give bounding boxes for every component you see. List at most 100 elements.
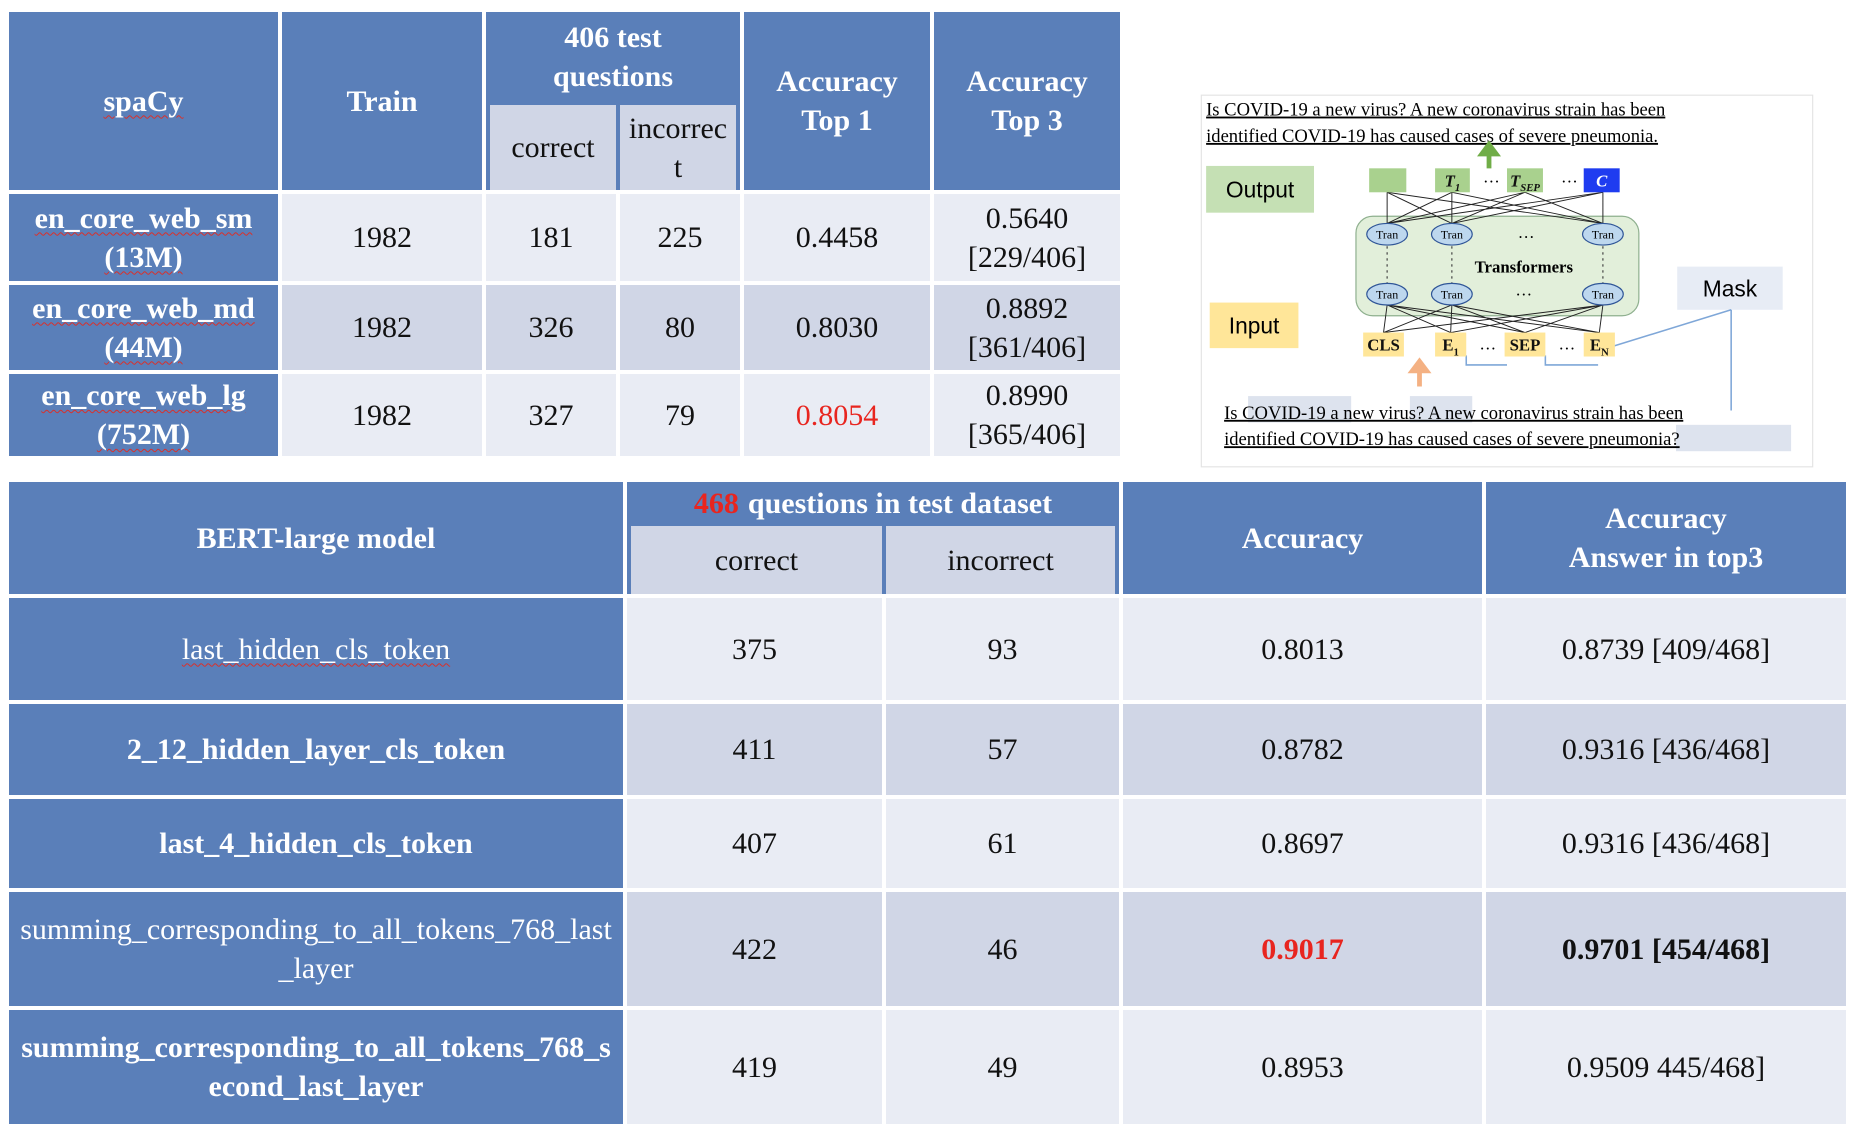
ellipsis: … [1483, 168, 1500, 187]
table-cell: 225 [620, 194, 740, 281]
cell-text: 1982 [352, 311, 412, 344]
cell-text: 0.8697 [1261, 827, 1344, 860]
row-header: summing_corresponding_to_all_tokens_768_… [9, 1010, 623, 1124]
cell-text: 2_12_hidden_layer_cls_token [126, 733, 506, 766]
cell-text: correct [511, 131, 595, 164]
cell-text: 406 test questions [552, 20, 674, 93]
row-header: en_core_web_md (44M) [9, 285, 278, 370]
cell-text: 0.8739 [409/468] [1561, 632, 1771, 666]
cell-text: 79 [665, 398, 695, 432]
cell-text: 181 [528, 221, 574, 254]
cell-text: summing_corresponding_to_all_tokens_768_… [20, 913, 612, 985]
table-cell: 411 [627, 704, 882, 795]
header-cell: Accuracy Top 3 [934, 12, 1120, 190]
table-cell: 0.8054 [744, 374, 930, 456]
table-cell: 327 [486, 374, 616, 456]
input-token-box [1583, 332, 1615, 357]
input-token-box [1435, 332, 1467, 357]
connection-lines [1383, 191, 1604, 334]
table-cell: 0.5640 [229/406] [934, 194, 1120, 281]
output-token: T1 [1445, 171, 1461, 194]
input-box [1209, 302, 1299, 349]
input-token-box [1504, 332, 1546, 357]
output-token-sub: 1 [1455, 182, 1460, 194]
mask-label: Mask [1703, 276, 1758, 302]
output-token-box [1507, 168, 1543, 193]
caption-top: identified COVID-19 has caused cases of … [1206, 126, 1658, 147]
output-token-box [1435, 168, 1470, 193]
output-token [1369, 168, 1407, 193]
row-header: en_core_web_lg (752M) [9, 374, 278, 456]
table-cell: 80 [620, 285, 740, 370]
output-token-box [1583, 168, 1620, 193]
cell-text: 419 [732, 1050, 777, 1084]
tran-node [1581, 222, 1624, 246]
tran-label: Tran [1592, 227, 1614, 241]
cell-text: 0.8030 [795, 311, 879, 344]
tran-node [1430, 282, 1473, 306]
cell-text: en_core_web_sm (13M) [34, 201, 253, 274]
input-token-sub: 1 [1454, 346, 1459, 358]
cell-text: 0.5640 [229/406] [967, 201, 1087, 274]
arrow-up [1407, 357, 1432, 387]
header-cell: incorrect [886, 526, 1115, 594]
tran-node [1366, 282, 1409, 306]
transformers-label: Transformers [1475, 258, 1574, 277]
table-cell: 375 [627, 598, 882, 700]
cell-text: 0.9701 [454/468] [1561, 932, 1771, 966]
ellipsis: … [1561, 168, 1578, 187]
table-cell: 1982 [282, 285, 482, 370]
cell-text: 0.9316 [436/468] [1561, 827, 1771, 860]
header-cell: correct [631, 526, 882, 594]
cell-text: 0.9509 445/468] [1566, 1050, 1766, 1084]
output-label: Output [1226, 177, 1295, 203]
cell-text: 0.8953 [1261, 1050, 1344, 1084]
input-token-base: SEP [1510, 336, 1541, 355]
ellipsis: … [1559, 334, 1576, 353]
cell-text: 0.8892 [361/406] [967, 291, 1087, 364]
tran-label: Tran [1376, 227, 1398, 241]
bert-diagram: Is COVID-19 a new virus? A new coronavir… [1200, 94, 1814, 468]
input-token-base: E [1442, 336, 1453, 355]
tran-label: Tran [1376, 287, 1398, 301]
cell-text: 0.9316 [436/468] [1561, 733, 1771, 766]
cell-text: 422 [732, 932, 777, 966]
output-token-base: T [1510, 171, 1521, 190]
table-cell: 49 [886, 1010, 1119, 1124]
table-cell: 0.8030 [744, 285, 930, 370]
input-token: CLS [1367, 336, 1400, 355]
input-label: Input [1229, 313, 1280, 339]
table-cell: 0.8739 [409/468] [1486, 598, 1846, 700]
caption-bottom: Is COVID-19 a new virus? A new coronavir… [1224, 403, 1684, 424]
table-cell: 0.8892 [361/406] [934, 285, 1120, 370]
header-cell: BERT-large model [9, 482, 623, 594]
tran-node [1366, 222, 1409, 246]
table-cell: 419 [627, 1010, 882, 1124]
mask-highlight [1409, 396, 1473, 423]
table-cell: 181 [486, 194, 616, 281]
tran-label: Tran [1441, 287, 1463, 301]
header-cell: Train [282, 12, 482, 190]
output-box [1206, 165, 1315, 213]
tran-label: Tran [1592, 287, 1614, 301]
cell-text: 46 [987, 932, 1018, 966]
cell-text: 1982 [352, 398, 412, 432]
cell-text: 1982 [352, 221, 412, 254]
table-cell: 93 [886, 598, 1119, 700]
table-cell: 0.8697 [1123, 799, 1482, 888]
tran-node [1581, 282, 1624, 306]
cell-text: summing_corresponding_to_all_tokens_768_… [21, 1031, 611, 1103]
input-token-box [1363, 332, 1404, 357]
cell-text: Accuracy [1241, 521, 1364, 555]
transformer-block [1355, 215, 1640, 317]
input-token: SEP [1510, 336, 1541, 355]
output-token: C [1596, 171, 1608, 190]
cell-text: 93 [987, 632, 1018, 666]
cell-text: 0.8013 [1261, 632, 1344, 666]
mask-highlight [1248, 396, 1352, 423]
header-cell: Accuracy Top 1 [744, 12, 930, 190]
table-cell: 1982 [282, 194, 482, 281]
table-cell: 0.9701 [454/468] [1486, 892, 1846, 1006]
input-token: EN [1590, 336, 1609, 359]
